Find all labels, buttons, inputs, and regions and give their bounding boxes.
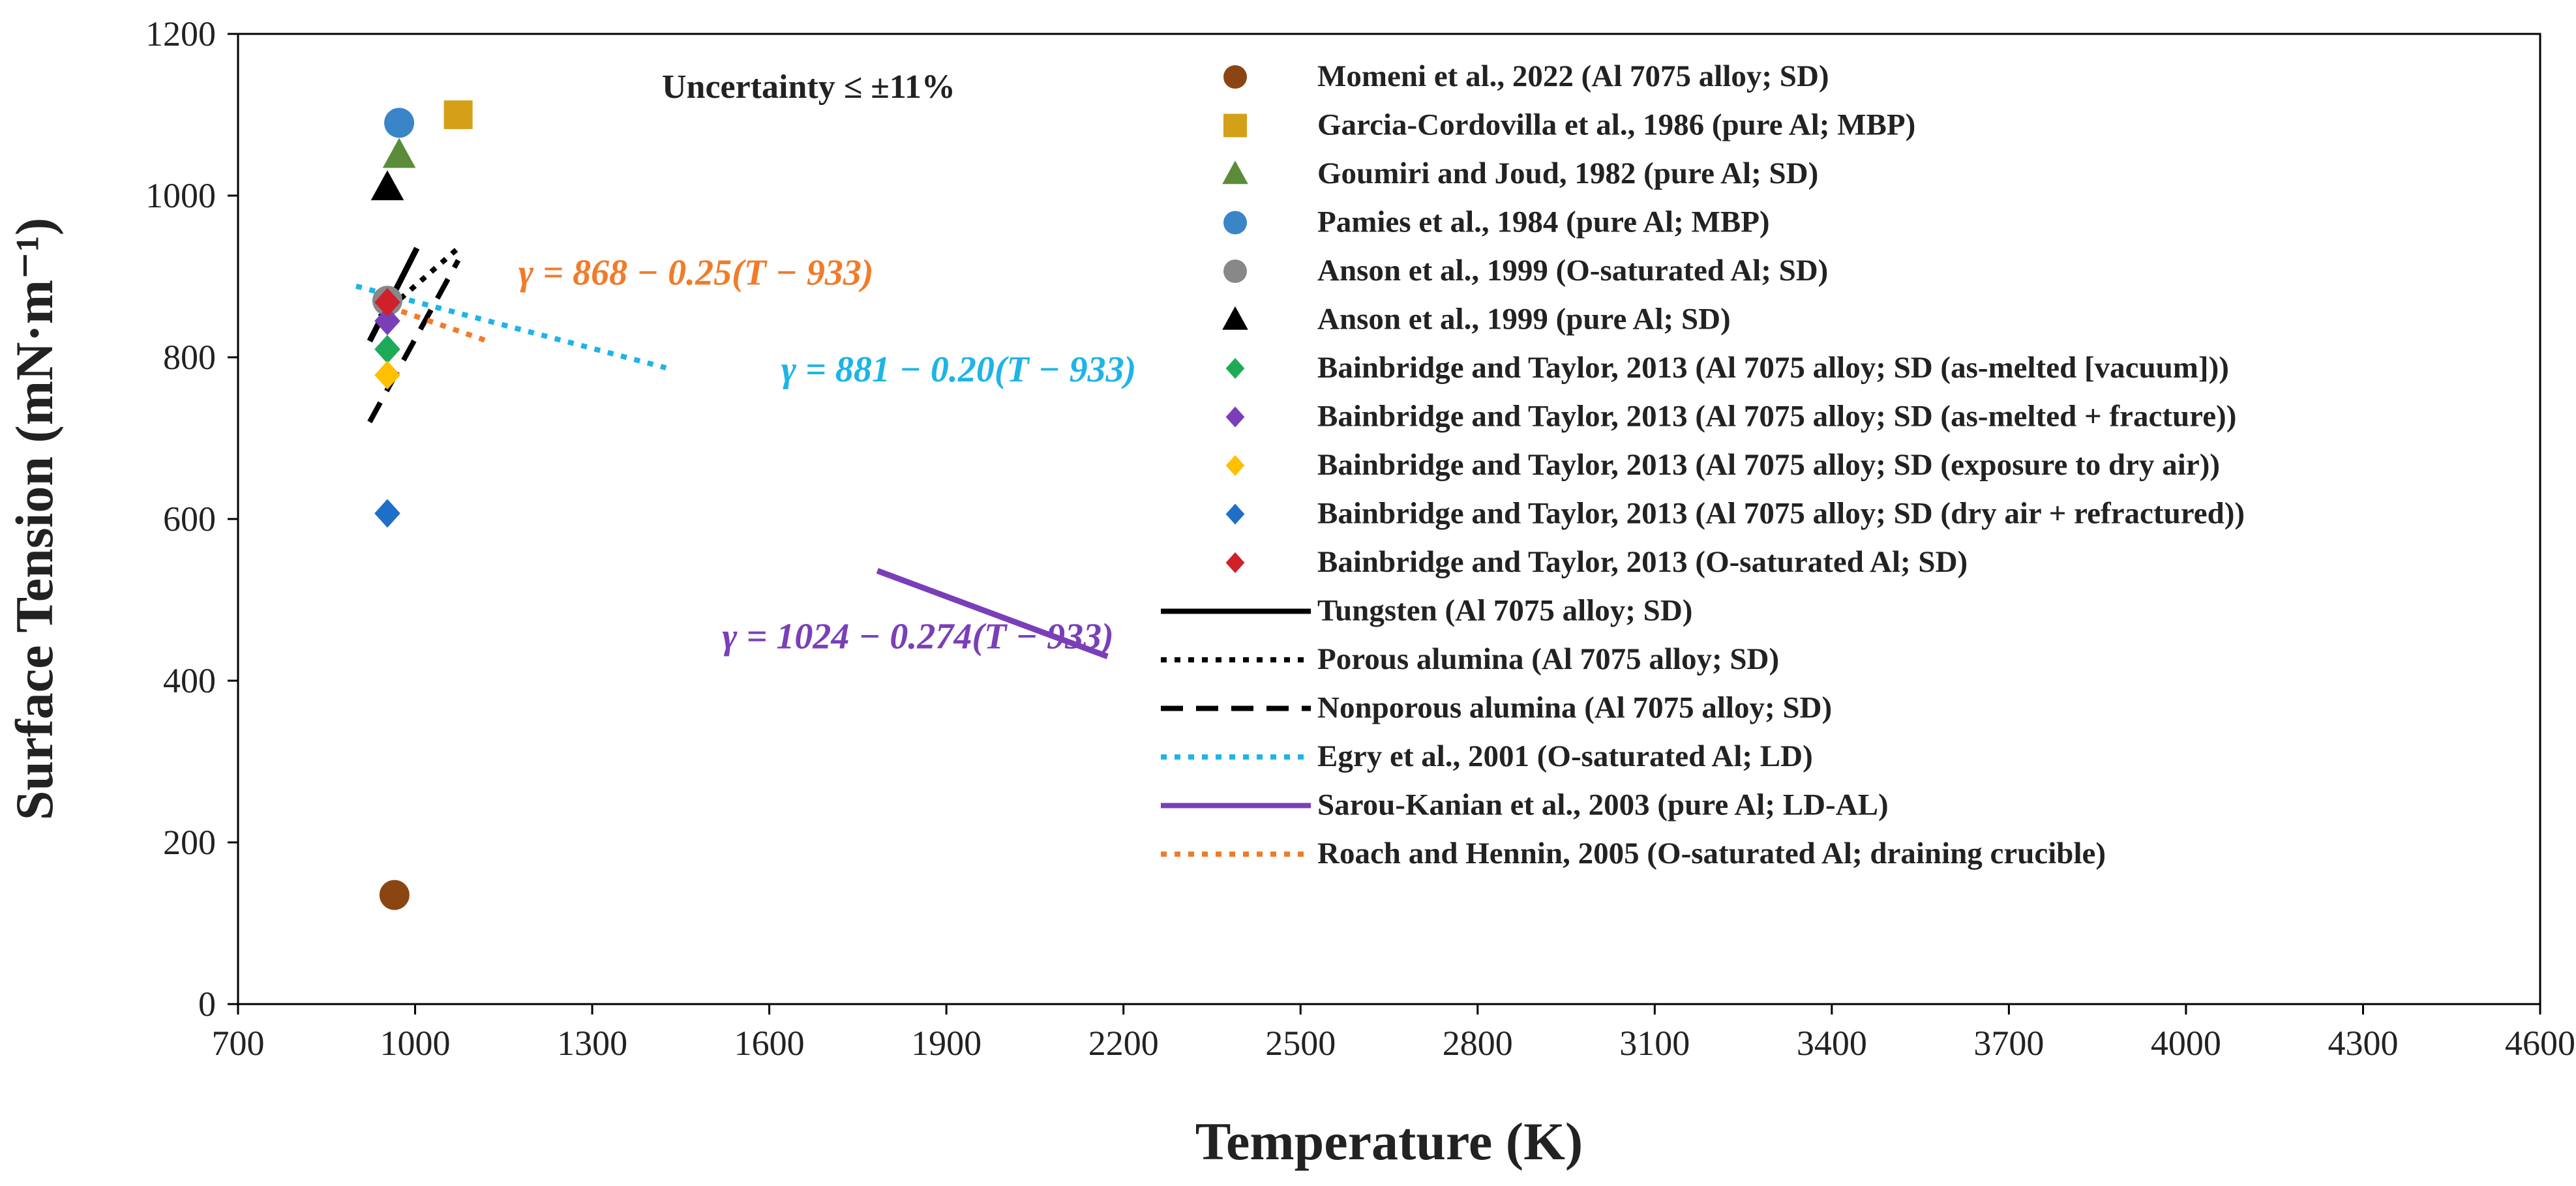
y-tick-label: 600 (163, 499, 216, 539)
legend-label: Goumiri and Joud, 1982 (pure Al; SD) (1317, 156, 1818, 190)
legend-swatch-bainbridge-and-taylor-2013-al-7075-alloy-sd-dry-air-refractu (1225, 503, 1245, 525)
legend-label: Anson et al., 1999 (pure Al; SD) (1317, 303, 1731, 336)
legend-label: Egry et al., 2001 (O-saturated Al; LD) (1317, 739, 1813, 773)
point-momeni-et-al-2022-al-7075-alloy-sd (379, 880, 410, 910)
point-pamies-et-al-1984-pure-al-mbp (384, 108, 415, 138)
legend-label: Bainbridge and Taylor, 2013 (Al 7075 all… (1317, 400, 2236, 434)
legend-label: Bainbridge and Taylor, 2013 (Al 7075 all… (1317, 351, 2229, 385)
legend-swatch-bainbridge-and-taylor-2013-al-7075-alloy-sd-as-melted-vacuum (1225, 358, 1245, 379)
line-roach-and-hennin-2005-o-saturated-al-draining-crucible (374, 299, 489, 344)
y-tick-label: 400 (163, 661, 216, 700)
line-nonporous-alumina-al-7075-alloy-sd (367, 259, 461, 424)
legend-label: Tungsten (Al 7075 alloy; SD) (1317, 594, 1692, 628)
point-bainbridge-and-taylor-2013-al-7075-alloy-sd-exposure-to-dry- (374, 361, 400, 390)
legend-label: Garcia-Cordovilla et al., 1986 (pure Al;… (1317, 108, 1915, 142)
legend-label: Roach and Hennin, 2005 (O-saturated Al; … (1317, 837, 2106, 870)
point-anson-et-al-1999-pure-al-sd (370, 170, 404, 201)
x-tick-label: 4600 (2505, 1024, 2575, 1063)
x-tick-label: 1000 (380, 1024, 451, 1063)
legend-swatch-pamies-et-al-1984-pure-al-mbp (1223, 211, 1247, 235)
point-bainbridge-and-taylor-2013-al-7075-alloy-sd-as-melted-vacuum (374, 334, 400, 364)
line-sarou-kanian-et-al-2003-pure-al-ld-al (876, 568, 1109, 660)
x-tick-label: 4000 (2151, 1024, 2221, 1063)
y-axis-title: Surface Tension (mN·m⁻¹) (5, 218, 64, 820)
y-tick-label: 800 (163, 338, 216, 377)
x-tick-label: 3400 (1797, 1024, 1867, 1063)
y-tick-label: 200 (163, 823, 216, 862)
legend-label: Anson et al., 1999 (O-saturated Al; SD) (1317, 254, 1828, 288)
x-tick-label: 1600 (734, 1024, 805, 1063)
annotation-1024-0-274-t-933: γ = 1024 − 0.274(T − 933) (722, 616, 1114, 657)
axes: 700 1000 1300 1600 1900 2200 2500 2800 3100 3400 3… (145, 14, 2575, 1063)
legend-swatch-bainbridge-and-taylor-2013-al-7075-alloy-sd-exposure-to-dry- (1225, 455, 1245, 476)
uncertainty-note: Uncertainty ≤ ±11% (662, 68, 955, 106)
point-bainbridge-and-taylor-2013-o-saturated-al-sd (374, 288, 400, 317)
point-goumiri-and-joud-1982-pure-al-sd (382, 138, 416, 168)
legend-label: Porous alumina (Al 7075 alloy; SD) (1317, 642, 1779, 676)
legend-swatch-goumiri-and-joud-1982-pure-al-sd (1222, 160, 1248, 185)
x-tick-label: 700 (212, 1024, 265, 1063)
legend-swatch-momeni-et-al-2022-al-7075-alloy-sd (1223, 65, 1247, 89)
y-tick-label: 0 (198, 985, 216, 1024)
x-tick-label: 1900 (911, 1024, 981, 1063)
legend-label: Sarou-Kanian et al., 2003 (pure Al; LD-A… (1317, 788, 1889, 822)
x-tick-label: 2500 (1265, 1024, 1336, 1063)
legend-swatch-bainbridge-and-taylor-2013-al-7075-alloy-sd-as-melted-fractu (1225, 406, 1245, 428)
x-tick-label: 2200 (1088, 1024, 1159, 1063)
point-bainbridge-and-taylor-2013-al-7075-alloy-sd-as-melted-fractu (374, 306, 400, 336)
annotation-868-0-25-t-933: γ = 868 − 0.25(T − 933) (518, 252, 874, 293)
legend-swatch-garcia-cordovilla-et-al-1986-pure-al-mbp (1223, 113, 1247, 138)
x-tick-label: 3100 (1619, 1024, 1690, 1063)
x-tick-label: 3700 (1973, 1024, 2044, 1063)
annotation-881-0-20-t-933: γ = 881 − 0.20(T − 933) (781, 349, 1137, 390)
y-tick-label: 1000 (145, 176, 216, 215)
legend-swatch-bainbridge-and-taylor-2013-o-saturated-al-sd (1225, 552, 1245, 573)
legend-label: Momeni et al., 2022 (Al 7075 alloy; SD) (1317, 59, 1829, 93)
point-garcia-cordovilla-et-al-1986-pure-al-mbp (443, 100, 473, 129)
legend-label: Bainbridge and Taylor, 2013 (Al 7075 all… (1317, 448, 2220, 482)
legend-label: Bainbridge and Taylor, 2013 (Al 7075 all… (1317, 497, 2245, 531)
x-tick-label: 4300 (2328, 1024, 2398, 1063)
legend-swatch-anson-et-al-1999-pure-al-sd (1222, 306, 1248, 330)
legend-label: Pamies et al., 1984 (pure Al; MBP) (1317, 205, 1770, 239)
series-points (370, 100, 473, 910)
x-tick-label: 2800 (1443, 1024, 1513, 1063)
legend: Momeni et al., 2022 (Al 7075 alloy; SD) G… (1161, 59, 2245, 870)
x-tick-label: 1300 (557, 1024, 627, 1063)
legend-label: Nonporous alumina (Al 7075 alloy; SD) (1317, 691, 1832, 725)
equation-annotations: γ = 868 − 0.25(T − 933) γ = 881 − 0.20(T … (518, 252, 1136, 657)
y-tick-label: 1200 (145, 14, 216, 53)
legend-swatch-anson-et-al-1999-o-saturated-al-sd (1223, 259, 1247, 283)
legend-label: Bainbridge and Taylor, 2013 (O-saturated… (1317, 545, 1968, 579)
point-bainbridge-and-taylor-2013-al-7075-alloy-sd-dry-air-refractu (374, 499, 400, 528)
x-axis-title: Temperature (K) (1195, 1112, 1583, 1171)
